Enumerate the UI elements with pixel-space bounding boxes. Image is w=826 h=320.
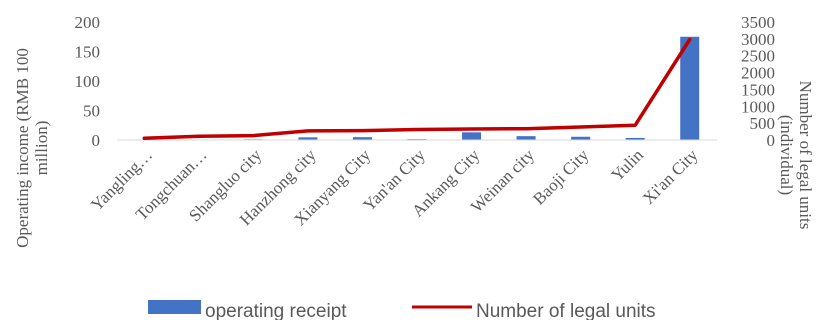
left-axis-title-line1: Operating income (RMB 100 bbox=[13, 48, 32, 248]
legend-bar-swatch bbox=[148, 300, 201, 314]
left-tick-label: 50 bbox=[83, 102, 100, 121]
bar bbox=[571, 136, 591, 140]
category-labels: Yangling…Tongchuan…Shangluo cityHanzhong… bbox=[87, 145, 702, 229]
bar bbox=[352, 137, 372, 140]
left-tick-label: 0 bbox=[92, 131, 101, 150]
category-label: Yulin bbox=[608, 145, 648, 185]
bar bbox=[516, 136, 536, 140]
right-tick-label: 3500 bbox=[741, 13, 775, 32]
legend-line-label: Number of legal units bbox=[476, 301, 656, 320]
line-series bbox=[142, 37, 692, 141]
right-axis-title-line1: Number of legal units bbox=[796, 81, 815, 230]
right-tick-label: 1000 bbox=[741, 97, 775, 116]
bar-series bbox=[134, 36, 700, 141]
right-axis-title: Number of legal units (individual) bbox=[777, 81, 815, 230]
series-line bbox=[142, 37, 692, 141]
legend-bar-label: operating receipt bbox=[205, 301, 347, 320]
legend: operating receipt Number of legal units bbox=[148, 300, 656, 320]
right-tick-label: 2500 bbox=[741, 47, 775, 66]
right-tick-label: 500 bbox=[750, 114, 776, 133]
category-label: Baoji City bbox=[529, 145, 593, 209]
left-axis-title-line2: million) bbox=[32, 121, 51, 176]
right-tick-label: 3000 bbox=[741, 30, 775, 49]
bar bbox=[462, 132, 482, 140]
right-axis-title-line2: (individual) bbox=[777, 115, 796, 195]
bar bbox=[680, 36, 700, 140]
left-tick-label: 200 bbox=[75, 13, 101, 32]
left-axis-ticks: 0 50 100 150 200 bbox=[75, 13, 101, 150]
left-axis-title: Operating income (RMB 100 million) bbox=[13, 48, 51, 248]
bar bbox=[298, 137, 318, 140]
right-tick-label: 2000 bbox=[741, 64, 775, 83]
left-tick-label: 100 bbox=[75, 72, 101, 91]
right-tick-label: 0 bbox=[767, 131, 776, 150]
bar bbox=[625, 137, 645, 140]
category-label: Xi'an City bbox=[639, 145, 702, 208]
right-tick-label: 1500 bbox=[741, 80, 775, 99]
left-tick-label: 150 bbox=[75, 43, 101, 62]
